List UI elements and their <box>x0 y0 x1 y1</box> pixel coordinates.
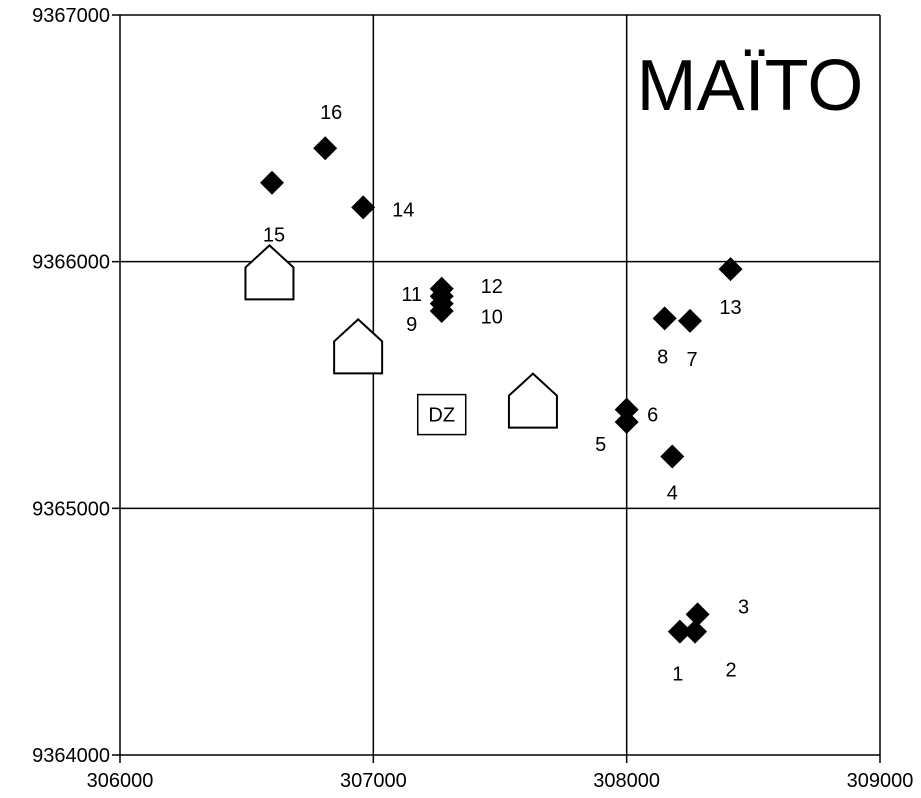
point-label-7: 7 <box>686 349 697 371</box>
point-marker-13 <box>718 257 743 282</box>
dz-box <box>416 393 467 436</box>
house-icon <box>507 372 558 429</box>
point-marker-2 <box>683 619 708 644</box>
x-tick-label: 309000 <box>847 770 914 792</box>
point-marker-15 <box>260 170 284 195</box>
dz-marker: DZ <box>416 393 467 436</box>
point-label-12: 12 <box>481 276 503 298</box>
house-icon <box>244 244 295 301</box>
tick-labels: 306000 307000 308000 3090009364000936500093… <box>32 5 913 792</box>
point-marker-12 <box>429 276 454 301</box>
houses <box>244 244 558 429</box>
y-tick-label: 9365000 <box>32 498 110 520</box>
y-tick-label: 9364000 <box>32 745 110 767</box>
point-label-2: 2 <box>726 660 737 682</box>
point-label-4: 4 <box>667 483 678 505</box>
point-marker-5 <box>614 410 639 434</box>
x-tick-label: 307000 <box>340 770 407 792</box>
point-label-16: 16 <box>320 102 342 124</box>
point-label-9: 9 <box>406 314 417 336</box>
grid-lines <box>119 14 881 756</box>
y-tick-label: 9367000 <box>32 5 110 27</box>
point-label-1: 1 <box>672 664 683 686</box>
point-label-3: 3 <box>738 596 749 618</box>
point-label-15: 15 <box>263 225 285 247</box>
axes <box>112 14 881 763</box>
point-label-5: 5 <box>595 434 606 456</box>
point-marker-14 <box>351 195 376 220</box>
point-label-8: 8 <box>657 346 668 368</box>
point-label-11: 11 <box>401 284 422 306</box>
point-label-6: 6 <box>647 405 658 427</box>
x-tick-label: 308000 <box>593 770 660 792</box>
house-icon <box>333 318 384 375</box>
sample-points <box>260 136 743 644</box>
point-label-13: 13 <box>719 297 741 319</box>
point-marker-4 <box>660 444 685 469</box>
y-tick-label: 9366000 <box>32 252 110 274</box>
point-label-14: 14 <box>392 199 414 221</box>
x-tick-label: 306000 <box>87 770 154 792</box>
point-marker-8 <box>652 306 677 331</box>
point-marker-3 <box>685 602 710 627</box>
map-title: MAÏTO <box>637 46 864 126</box>
point-marker-16 <box>313 136 338 161</box>
dz-label: DZ <box>428 405 455 427</box>
point-label-10: 10 <box>481 307 503 329</box>
point-marker-1 <box>667 619 692 644</box>
point-marker-6 <box>614 397 639 422</box>
point-marker-7 <box>678 308 702 333</box>
